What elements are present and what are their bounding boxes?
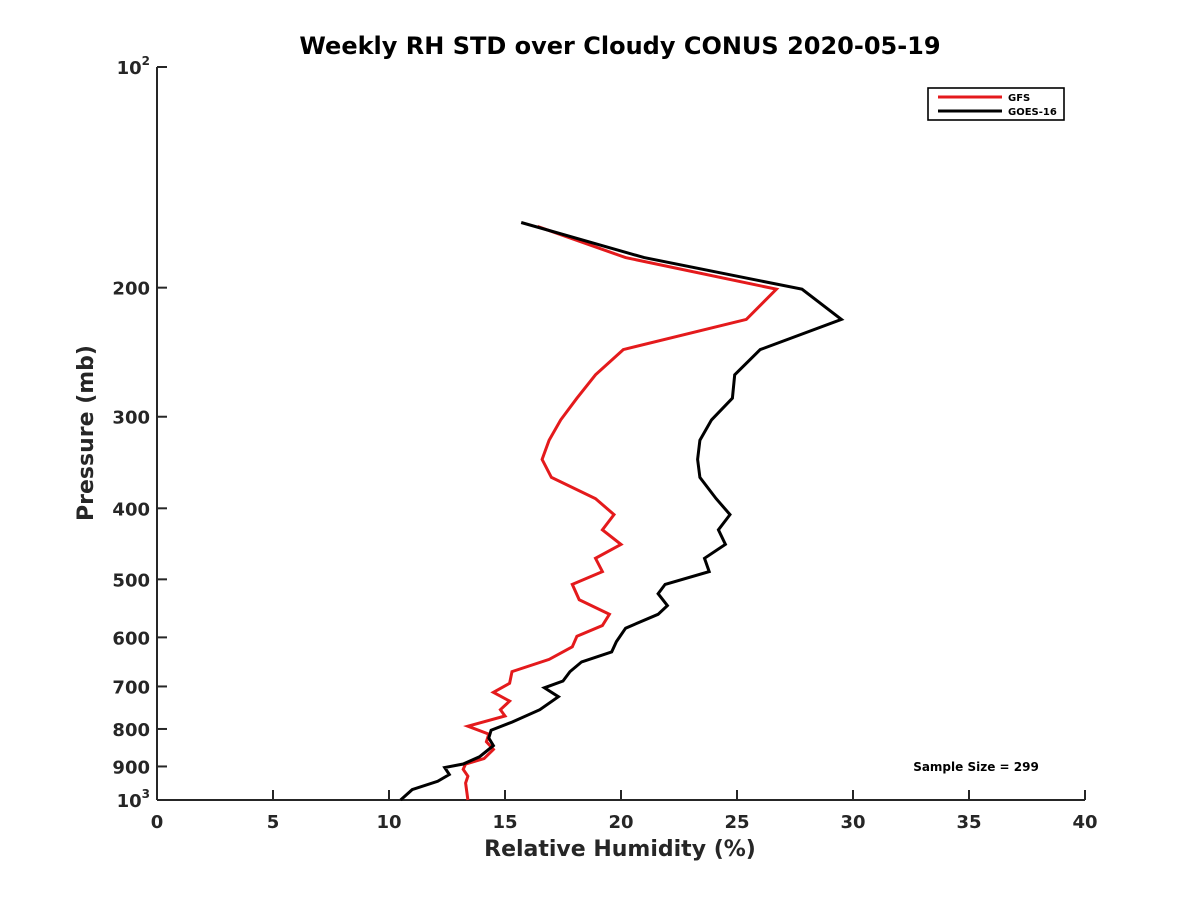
y-tick-label: 800 — [112, 720, 150, 741]
legend: GFS GOES-16 — [927, 87, 1065, 121]
legend-box — [927, 87, 1065, 121]
y-tick-base: 800 — [112, 720, 150, 741]
y-tick-base: 10 — [117, 791, 142, 812]
legend-label-gfs: GFS — [1008, 93, 1030, 104]
y-tick-label: 300 — [112, 408, 150, 429]
chart-title: Weekly RH STD over Cloudy CONUS 2020-05-… — [299, 32, 940, 60]
y-tick-exponent: 3 — [142, 787, 150, 801]
y-axis-label: Pressure (mb) — [74, 345, 99, 521]
x-tick-label: 40 — [1072, 812, 1097, 833]
y-tick-label: 500 — [112, 570, 150, 591]
x-tick-label: 10 — [376, 812, 401, 833]
y-tick-exponent: 2 — [142, 54, 150, 68]
y-tick-base: 700 — [112, 677, 150, 698]
series-lines — [399, 221, 845, 802]
legend-label-goes16: GOES-16 — [1008, 107, 1057, 118]
x-axis-ticks: 0 5 10 15 20 25 30 35 40 — [151, 790, 1098, 833]
x-tick-label: 5 — [267, 812, 280, 833]
y-tick-base: 300 — [112, 408, 150, 429]
sample-size-annotation: Sample Size = 299 — [913, 760, 1039, 774]
y-tick-base: 200 — [112, 279, 150, 300]
x-tick-label: 35 — [956, 812, 981, 833]
y-tick-label: 102 — [117, 54, 150, 79]
series-line-gfs — [461, 224, 780, 801]
y-tick-label: 103 — [117, 787, 150, 812]
x-tick-label: 15 — [492, 812, 517, 833]
x-axis-label: Relative Humidity (%) — [484, 837, 756, 862]
y-tick-base: 400 — [112, 499, 150, 520]
y-tick-base: 600 — [112, 628, 150, 649]
y-tick-base: 900 — [112, 757, 150, 778]
y-tick-label: 700 — [112, 677, 150, 698]
axes — [156, 67, 1085, 801]
x-tick-label: 30 — [840, 812, 865, 833]
series-line-goes16 — [399, 221, 845, 802]
y-tick-label: 400 — [112, 499, 150, 520]
y-tick-label: 600 — [112, 628, 150, 649]
y-tick-label: 900 — [112, 757, 150, 778]
x-tick-label: 20 — [608, 812, 633, 833]
y-tick-base: 10 — [117, 58, 142, 79]
y-tick-base: 500 — [112, 570, 150, 591]
x-tick-label: 0 — [151, 812, 164, 833]
x-tick-label: 25 — [724, 812, 749, 833]
y-tick-label: 200 — [112, 279, 150, 300]
